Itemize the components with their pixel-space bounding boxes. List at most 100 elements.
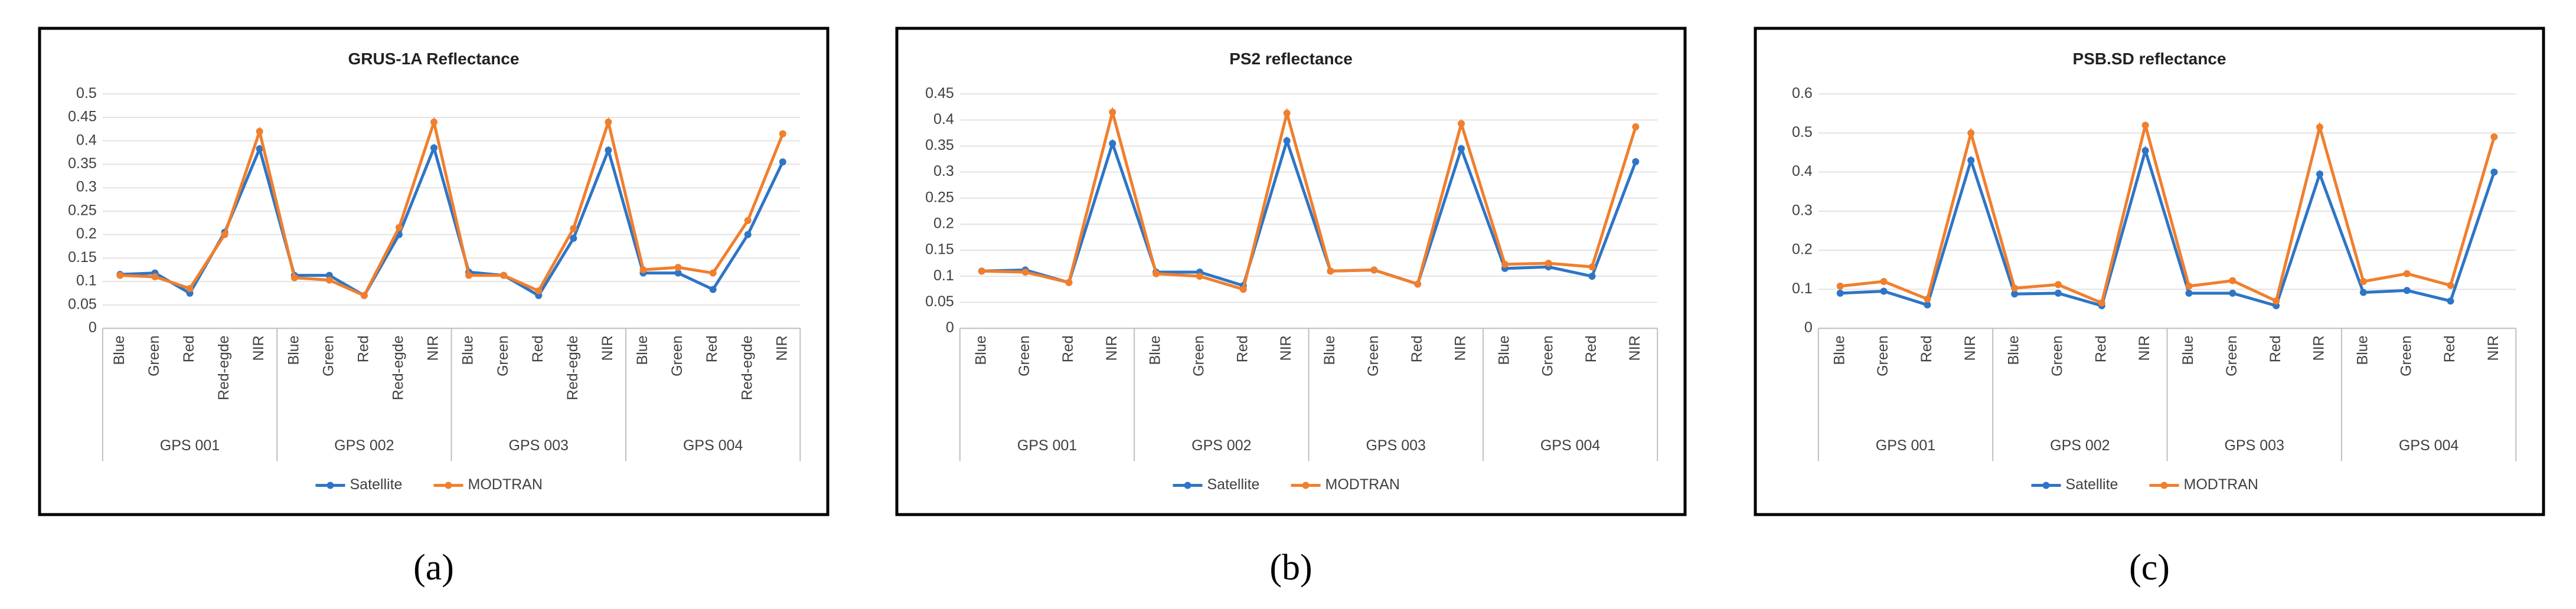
series-line [981, 106, 1637, 292]
data-point [1545, 260, 1552, 267]
y-tick-label: 0.6 [1792, 85, 1813, 102]
data-point [395, 224, 403, 231]
data-point [360, 292, 368, 299]
x-tick-label: Red [1918, 335, 1935, 362]
y-tick-label: 0.15 [68, 249, 97, 266]
data-point [570, 234, 577, 242]
y-tick-label: 0.35 [68, 155, 97, 172]
y-tick-label: 0.5 [1792, 124, 1813, 140]
data-point [1370, 266, 1378, 274]
group-label: GPS 004 [683, 437, 743, 454]
data-point [1967, 156, 1975, 164]
chart-title: PS2 reflectance [1229, 50, 1353, 68]
legend-marker [1184, 482, 1191, 489]
y-tick-label: 0.3 [1792, 202, 1813, 218]
data-point [1457, 145, 1465, 152]
x-tick-label: Blue [1321, 335, 1338, 365]
data-point [978, 267, 985, 275]
y-tick-label: 0.2 [76, 225, 97, 242]
x-tick-label: NIR [1627, 335, 1643, 361]
x-tick-label: Green [2398, 335, 2414, 376]
x-tick-label: Blue [1496, 335, 1512, 365]
legend-marker [445, 482, 452, 489]
x-tick-label: Green [669, 335, 685, 376]
x-tick-label: NIR [2136, 335, 2153, 361]
data-point [2141, 147, 2149, 155]
data-point [2403, 287, 2411, 294]
y-tick-label: 0.3 [76, 179, 97, 195]
x-tick-label: Green [146, 335, 162, 376]
group-label: GPS 001 [1876, 437, 1935, 454]
x-tick-label: Blue [111, 335, 128, 365]
x-tick-label: NIR [1962, 335, 1978, 361]
y-tick-label: 0.4 [1792, 163, 1813, 179]
data-point [2011, 284, 2019, 292]
legend-label: Satellite [350, 476, 403, 493]
data-point [1152, 270, 1160, 277]
x-tick-label: Blue [972, 335, 989, 365]
data-point [2359, 289, 2367, 296]
y-tick-label: 0.5 [76, 85, 97, 102]
panel-caption: (b) [1269, 548, 1312, 588]
panel-caption: (a) [413, 548, 454, 588]
data-point [1924, 301, 1931, 309]
data-point [1109, 140, 1116, 148]
data-point [1588, 263, 1596, 271]
data-point [2447, 297, 2454, 305]
x-tick-label: Green [2049, 335, 2066, 376]
data-point [2185, 282, 2193, 290]
data-point [2054, 281, 2062, 289]
data-point [1632, 123, 1640, 130]
data-point [290, 274, 298, 281]
x-tick-label: NIR [1103, 335, 1120, 361]
x-tick-label: Green [1365, 335, 1382, 376]
group-label: GPS 001 [1017, 437, 1077, 454]
x-tick-label: Red [1583, 335, 1599, 362]
data-point [1327, 267, 1334, 275]
x-tick-label: NIR [1452, 335, 1469, 361]
x-tick-label: NIR [2485, 335, 2502, 361]
panel-border [1754, 27, 2545, 516]
data-point [2490, 133, 2498, 141]
data-point [674, 264, 682, 271]
data-point [2403, 270, 2411, 277]
data-point [256, 127, 263, 135]
x-tick-label: Red [2441, 335, 2458, 362]
data-point [1836, 289, 1844, 297]
data-point [2054, 289, 2062, 297]
data-point [2141, 122, 2149, 129]
data-point [2229, 277, 2237, 284]
data-point [465, 271, 473, 279]
x-tick-label: NIR [425, 335, 442, 361]
x-tick-label: Green [1016, 335, 1033, 376]
x-tick-label: Green [1539, 335, 1556, 376]
x-tick-label: Blue [2180, 335, 2196, 365]
x-tick-label: Red [1234, 335, 1251, 362]
y-tick-label: 0.2 [933, 215, 954, 231]
data-point [325, 276, 333, 284]
x-tick-label: NIR [773, 335, 790, 361]
x-tick-label: NIR [599, 335, 616, 361]
data-point [430, 118, 438, 126]
data-point [2229, 289, 2237, 297]
x-tick-label: Red [1060, 335, 1076, 362]
data-point [605, 146, 612, 154]
series-line [1840, 121, 2496, 305]
data-point [1967, 129, 1975, 137]
data-point [500, 271, 508, 279]
chart-panel: PSB.SD reflectance 0 0.1 0.2 0.3 0.4 0.5 0.6 Blu… [1754, 27, 2545, 516]
data-point [256, 145, 263, 153]
data-point [1880, 287, 1888, 295]
data-point [2490, 168, 2498, 176]
x-tick-label: Red-egde [564, 335, 581, 400]
data-point [709, 269, 717, 277]
y-tick-label: 0 [946, 319, 954, 336]
panel-caption: (c) [2129, 548, 2170, 588]
data-point [1283, 137, 1291, 145]
x-tick-label: Green [1191, 335, 1207, 376]
data-point [1021, 269, 1029, 276]
data-point [2185, 289, 2193, 297]
data-point [1065, 279, 1073, 286]
series-line [981, 136, 1637, 288]
x-tick-label: Red [2092, 335, 2109, 362]
